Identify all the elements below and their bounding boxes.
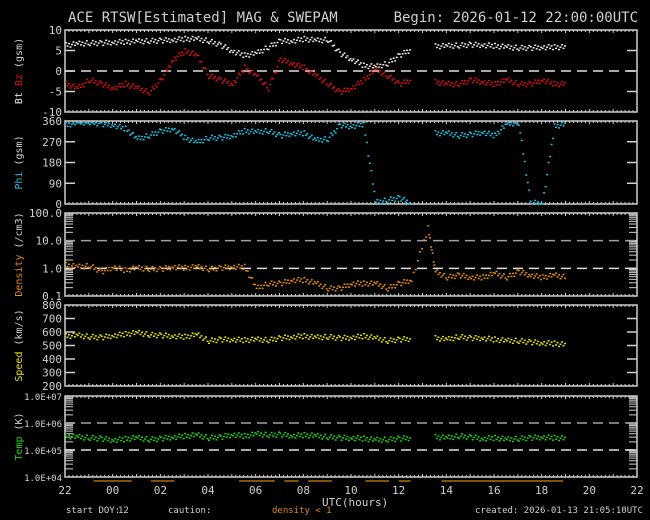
x-tick-label: 04 [201,484,215,497]
y-tick-label: 1.0E+06 [24,420,62,430]
y-tick-label: 1.0E+04 [24,474,62,484]
x-tick-label: 00 [106,484,119,497]
y-axis-label: Temp (K) [14,412,25,460]
y-axis-label: Density (/cm3) [14,212,25,296]
y-tick-label: 1.0 [42,262,62,275]
x-tick-label: 20 [583,484,596,497]
x-tick-label: 18 [535,484,548,497]
caution-value: density < 1 [272,506,332,516]
x-tick-label: 10 [344,484,357,497]
x-tick-label: 14 [440,484,454,497]
y-tick-label: 10.0 [36,235,63,248]
start-doy-value: 12 [118,506,129,516]
created-timestamp: created: 2026-01-13 21:05:10UTC [475,506,643,516]
y-tick-label: 360 [42,115,62,128]
y-tick-label: 800 [42,299,62,312]
y-tick-label: -5 [49,86,62,99]
y-tick-label: 600 [42,326,62,339]
x-axis-label: UTC(hours) [322,496,389,509]
y-tick-label: 300 [42,367,62,380]
panel-phi: 360 270 180 90 0 Phi (gsm) [14,115,638,211]
y-tick-label: 90 [49,177,62,190]
y-tick-label: 1.0E+05 [24,447,62,457]
y-tick-label: -10 [42,106,62,119]
panel-mag: 10 5 0 -5 -10 Bt Bz (gsm) [14,24,638,119]
x-tick-label: 16 [487,484,500,497]
x-tick-label: 12 [392,484,405,497]
y-tick-label: 10 [49,24,62,37]
y-tick-label: 180 [42,157,62,170]
y-axis-label: Phi (gsm) [14,135,25,189]
y-tick-label: 700 [42,313,62,326]
y-tick-label: 1.0E+07 [24,393,62,403]
y-axis-label: Speed (km/s) [14,309,25,381]
y-tick-label: 100.0 [29,207,62,220]
y-tick-label: 270 [42,136,62,149]
panel-temp: 1.0E+07 1.0E+06 1.0E+05 1.0E+04 Temp (K) [14,393,638,484]
y-tick-label: 500 [42,340,62,353]
x-tick-label: 22 [630,484,643,497]
y-tick-label: 200 [42,380,62,393]
start-doy-label: start DOY: [66,506,121,516]
y-axis-label: Bt Bz (gsm) [14,38,25,104]
y-tick-label: 0.1 [42,290,62,303]
x-tick-label: 02 [154,484,167,497]
caution-label: caution: [168,506,212,516]
y-tick-label: 400 [42,353,62,366]
chart-title: ACE RTSW[Estimated] MAG & SWEPAM [68,10,338,26]
y-tick-label: 0 [55,65,62,78]
panel-density: 100.0 10.0 1.0 0.1 Density (/cm3) [14,207,638,303]
x-tick-label: 08 [297,484,310,497]
y-tick-label: 0 [55,198,62,211]
x-tick-label: 06 [249,484,262,497]
x-tick-label: 22 [58,484,71,497]
y-tick-label: 5 [55,45,62,58]
begin-timestamp: Begin: 2026-01-12 22:00:00UTC [393,10,638,26]
